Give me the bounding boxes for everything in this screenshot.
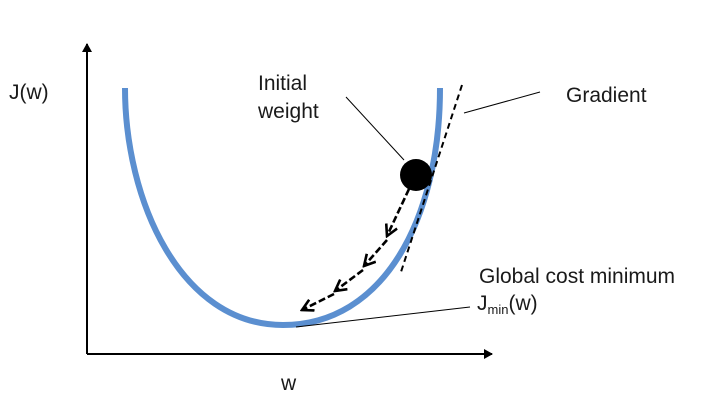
initial-weight-leader-line <box>345 96 405 161</box>
jmin-label: Jmin(w) <box>477 291 538 318</box>
gradient-label: Gradient <box>566 84 647 107</box>
global-min-leader-line <box>295 306 471 328</box>
jmin-prefix: J <box>477 292 488 315</box>
gradient-tangent-line <box>399 84 463 276</box>
jmin-suffix: (w) <box>508 292 538 315</box>
initial-weight-label-line1: Initial <box>258 72 308 95</box>
initial-weight-label-line2: weight <box>258 100 319 123</box>
descent-step-arrow <box>364 239 388 266</box>
descent-step-arrow <box>302 292 335 310</box>
global-min-label: Global cost minimum <box>479 265 676 288</box>
x-axis-label: w <box>281 372 297 395</box>
descent-step-arrow <box>335 268 364 291</box>
descent-step-arrow <box>387 188 411 236</box>
initial-weight-point-icon <box>400 159 432 191</box>
jmin-subscript: min <box>487 302 509 317</box>
y-axis-label: J(w) <box>9 81 49 104</box>
gradient-leader-line <box>463 91 541 114</box>
